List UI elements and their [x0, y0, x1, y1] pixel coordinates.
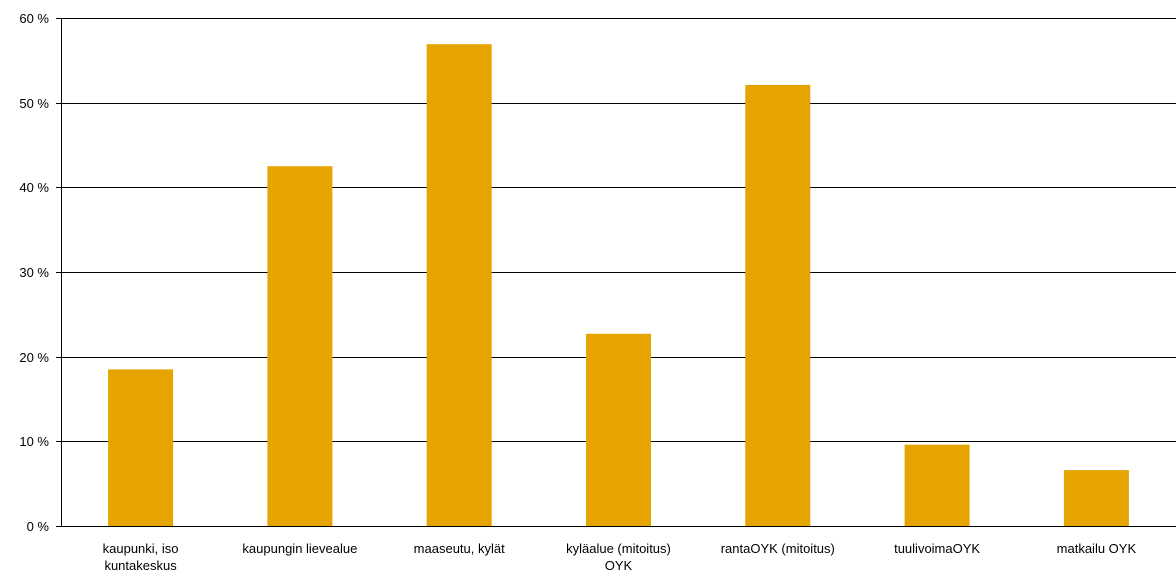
- x-category-label: kaupunki, iso kuntakeskus: [103, 541, 179, 573]
- bar: [1063, 470, 1129, 526]
- x-axis-category-labels: kaupunki, iso kuntakeskus kaupungin lievea…: [103, 541, 1137, 573]
- x-category-label: kaupungin lievealue: [242, 541, 357, 556]
- y-axis-tick-labels: 0 % 10 % 20 % 30 % 40 % 50 % 60 %: [19, 11, 49, 534]
- y-tick-label: 50 %: [19, 96, 49, 111]
- x-category-label: maaseutu, kylät: [414, 541, 505, 556]
- axes: [56, 18, 1176, 527]
- y-tick-label: 10 %: [19, 434, 49, 449]
- gridlines: [61, 18, 1176, 442]
- bar: [426, 44, 492, 526]
- x-category-label: kyläalue (mitoitus) OYK: [566, 541, 671, 573]
- x-category-label: rantaOYK (mitoitus): [721, 541, 835, 556]
- y-tick-label: 0 %: [27, 519, 50, 534]
- bar: [267, 166, 333, 526]
- x-category-label: matkailu OYK: [1057, 541, 1137, 556]
- y-tick-label: 40 %: [19, 180, 49, 195]
- bar: [904, 444, 970, 526]
- x-category-label: tuulivoimaOYK: [894, 541, 980, 556]
- bar: [586, 333, 651, 526]
- y-tick-label: 30 %: [19, 265, 49, 280]
- bar: [745, 84, 811, 527]
- y-tick-label: 60 %: [19, 11, 49, 26]
- bar: [108, 369, 174, 526]
- bars: [108, 44, 1129, 527]
- y-tick-label: 20 %: [19, 350, 49, 365]
